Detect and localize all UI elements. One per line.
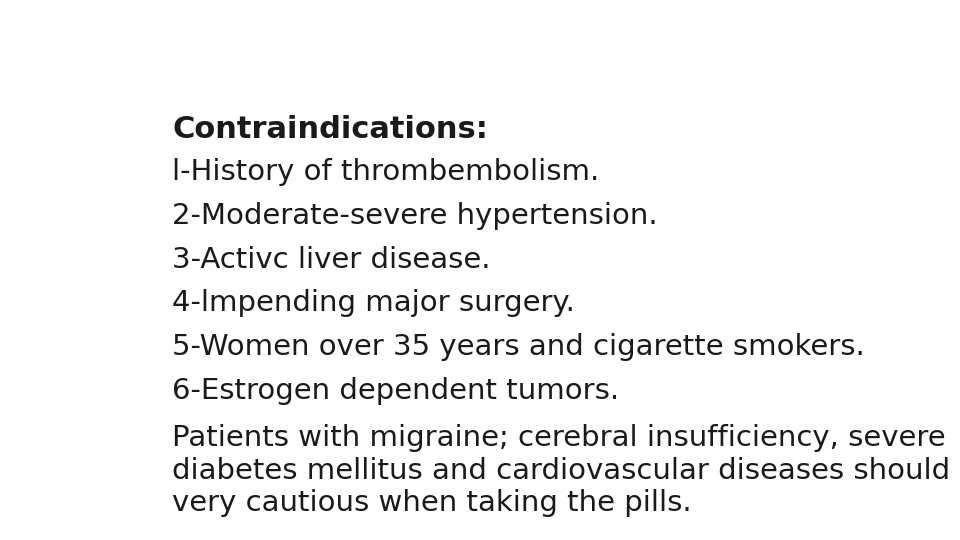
Text: 6-Estrogen dependent tumors.: 6-Estrogen dependent tumors. bbox=[172, 377, 619, 404]
Text: l-History of thrombembolism.: l-History of thrombembolism. bbox=[172, 158, 599, 186]
Text: Contraindications:: Contraindications: bbox=[172, 114, 488, 144]
Text: 5-Women over 35 years and cigarette smokers.: 5-Women over 35 years and cigarette smok… bbox=[172, 333, 865, 361]
Text: 4-lmpending major surgery.: 4-lmpending major surgery. bbox=[172, 289, 575, 318]
Text: 2-Moderate-severe hypertension.: 2-Moderate-severe hypertension. bbox=[172, 202, 658, 230]
Text: Patients with migraine; cerebral insufficiency, severe
diabetes mellitus and car: Patients with migraine; cerebral insuffi… bbox=[172, 424, 960, 517]
Text: 3-Activc liver disease.: 3-Activc liver disease. bbox=[172, 246, 491, 274]
